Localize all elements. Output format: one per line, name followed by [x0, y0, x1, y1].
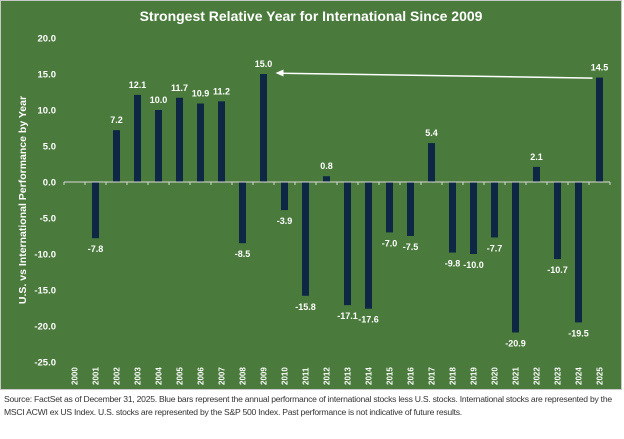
bar-2017 — [428, 143, 435, 182]
x-tick-label: 2012 — [323, 367, 332, 385]
x-tick-label: 2014 — [365, 367, 374, 385]
y-tick-label: 0.0 — [43, 178, 56, 189]
bar-2019 — [470, 182, 477, 254]
y-tick-label: -25.0 — [34, 358, 56, 369]
data-label-2004: 10.0 — [150, 95, 168, 105]
x-tick-label: 2011 — [302, 367, 311, 385]
bar-2002 — [113, 130, 120, 182]
bar-2010 — [281, 182, 288, 211]
bar-2021 — [512, 182, 519, 333]
x-tick-label: 2015 — [386, 367, 395, 385]
x-tick-label: 2013 — [344, 367, 353, 385]
data-label-2019: -10.0 — [463, 260, 484, 270]
data-label-2013: -17.1 — [337, 311, 358, 321]
bar-2007 — [218, 101, 225, 182]
x-tick-label: 2025 — [596, 367, 605, 385]
bar-2022 — [533, 166, 540, 182]
x-tick-label: 2010 — [281, 367, 290, 385]
x-tick-label: 2002 — [113, 367, 122, 385]
data-label-2011: -15.8 — [295, 302, 316, 312]
data-label-2023: -10.7 — [547, 265, 568, 275]
x-tick-label: 2003 — [134, 367, 143, 385]
y-tick-label: 10.0 — [38, 106, 57, 117]
bar-2006 — [197, 103, 204, 182]
bar-2008 — [239, 182, 246, 244]
bar-2018 — [449, 182, 456, 253]
y-tick-label: -5.0 — [40, 214, 56, 225]
footnote: Source: FactSet as of December 31, 2025.… — [4, 394, 612, 417]
data-label-2003: 12.1 — [129, 80, 147, 90]
x-tick-label: 2016 — [407, 367, 416, 385]
bar-2003 — [134, 94, 141, 182]
x-tick-label: 2006 — [197, 367, 206, 385]
bar-2013 — [344, 182, 351, 306]
y-tick-label: 5.0 — [43, 142, 56, 153]
bar-2001 — [92, 182, 99, 239]
data-label-2002: 7.2 — [110, 115, 123, 125]
data-label-2007: 11.2 — [213, 86, 230, 96]
x-tick-label: 2017 — [428, 367, 437, 385]
x-tick-label: 2005 — [176, 367, 185, 385]
x-tick-label: 2007 — [218, 367, 227, 385]
y-tick-label: -15.0 — [34, 286, 56, 297]
data-label-2010: -3.9 — [277, 216, 293, 226]
x-tick-label: 2009 — [260, 367, 269, 385]
bar-2009 — [260, 74, 267, 182]
x-tick-label: 2001 — [92, 367, 101, 385]
bar-chart: Strongest Relative Year for Internationa… — [17, 8, 611, 385]
x-tick-label: 2020 — [491, 367, 500, 385]
data-label-2005: 11.7 — [171, 83, 188, 93]
x-tick-label: 2019 — [470, 367, 479, 385]
data-label-2018: -9.8 — [445, 259, 461, 269]
bar-2004 — [155, 110, 162, 182]
y-tick-label: -20.0 — [34, 322, 56, 333]
data-label-2025: 14.5 — [591, 63, 609, 73]
y-axis-label: U.S. vs International Performance by Yea… — [17, 96, 29, 304]
data-label-2006: 10.9 — [192, 89, 210, 99]
data-label-2009: 15.0 — [255, 59, 273, 69]
bar-2020 — [491, 182, 498, 238]
annotation-arrow — [281, 72, 593, 79]
x-tick-label: 2024 — [575, 367, 584, 385]
data-label-2012: 0.8 — [320, 161, 333, 171]
x-tick-label: 2018 — [449, 367, 458, 385]
data-label-2014: -17.6 — [358, 315, 379, 325]
chart-title: Strongest Relative Year for Internationa… — [140, 8, 483, 24]
x-tick-label: 2004 — [155, 367, 164, 385]
data-label-2015: -7.0 — [382, 238, 398, 248]
x-tick-label: 2000 — [71, 367, 80, 385]
data-label-2017: 5.4 — [425, 128, 438, 138]
data-label-2008: -8.5 — [235, 249, 251, 259]
x-tick-label: 2022 — [533, 367, 542, 385]
data-label-2022: 2.1 — [530, 152, 543, 162]
y-tick-label: 15.0 — [38, 70, 57, 81]
bar-2023 — [554, 182, 561, 260]
x-tick-label: 2008 — [239, 367, 248, 385]
bar-2014 — [365, 182, 372, 309]
arrowhead-icon — [275, 69, 284, 77]
data-label-2001: -7.8 — [88, 244, 104, 254]
bar-2016 — [407, 182, 414, 236]
y-tick-label: 20.0 — [38, 34, 57, 45]
y-tick-label: -10.0 — [34, 250, 56, 261]
x-tick-label: 2021 — [512, 367, 521, 385]
data-label-2021: -20.9 — [505, 338, 526, 348]
x-tick-label: 2023 — [554, 367, 563, 385]
bar-2024 — [575, 182, 582, 323]
data-label-2020: -7.7 — [487, 243, 503, 253]
bar-2015 — [386, 182, 393, 233]
bar-2011 — [302, 182, 309, 296]
data-label-2024: -19.5 — [568, 328, 589, 338]
bar-2005 — [176, 97, 183, 182]
bar-2025 — [596, 77, 603, 182]
data-label-2016: -7.5 — [403, 242, 419, 252]
bar-2012 — [323, 176, 330, 182]
